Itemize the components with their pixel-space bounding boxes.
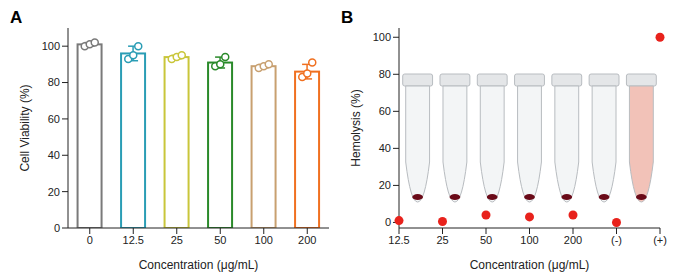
svg-text:(-): (-)	[611, 234, 622, 246]
svg-text:200: 200	[564, 234, 582, 246]
svg-text:80: 80	[379, 68, 391, 80]
svg-text:12.5: 12.5	[388, 234, 409, 246]
svg-text:25: 25	[436, 234, 448, 246]
svg-text:Concentration (μg/mL): Concentration (μg/mL)	[139, 258, 259, 272]
svg-text:100: 100	[255, 234, 273, 246]
svg-text:(+): (+)	[653, 234, 667, 246]
html-text:B: B	[341, 8, 354, 27]
html-text:A: A	[10, 8, 23, 27]
svg-text:20: 20	[379, 179, 391, 191]
svg-text:0: 0	[385, 216, 391, 228]
svg-text:Concentration (μg/mL): Concentration (μg/mL)	[470, 258, 590, 272]
svg-text:0: 0	[87, 234, 93, 246]
svg-text:Cell Viability (%): Cell Viability (%)	[18, 84, 32, 171]
svg-text:60: 60	[379, 105, 391, 117]
svg-text:100: 100	[373, 31, 391, 43]
svg-text:20: 20	[48, 186, 60, 198]
svg-text:200: 200	[298, 234, 316, 246]
svg-text:40: 40	[48, 149, 60, 161]
svg-text:50: 50	[480, 234, 492, 246]
svg-text:100: 100	[42, 40, 60, 52]
svg-text:60: 60	[48, 113, 60, 125]
svg-text:50: 50	[214, 234, 226, 246]
svg-text:12.5: 12.5	[123, 234, 144, 246]
svg-text:40: 40	[379, 142, 391, 154]
svg-text:100: 100	[520, 234, 538, 246]
svg-text:80: 80	[48, 76, 60, 88]
svg-text:0: 0	[54, 222, 60, 234]
svg-text:25: 25	[171, 234, 183, 246]
svg-text:Hemolysis (%): Hemolysis (%)	[349, 89, 363, 166]
